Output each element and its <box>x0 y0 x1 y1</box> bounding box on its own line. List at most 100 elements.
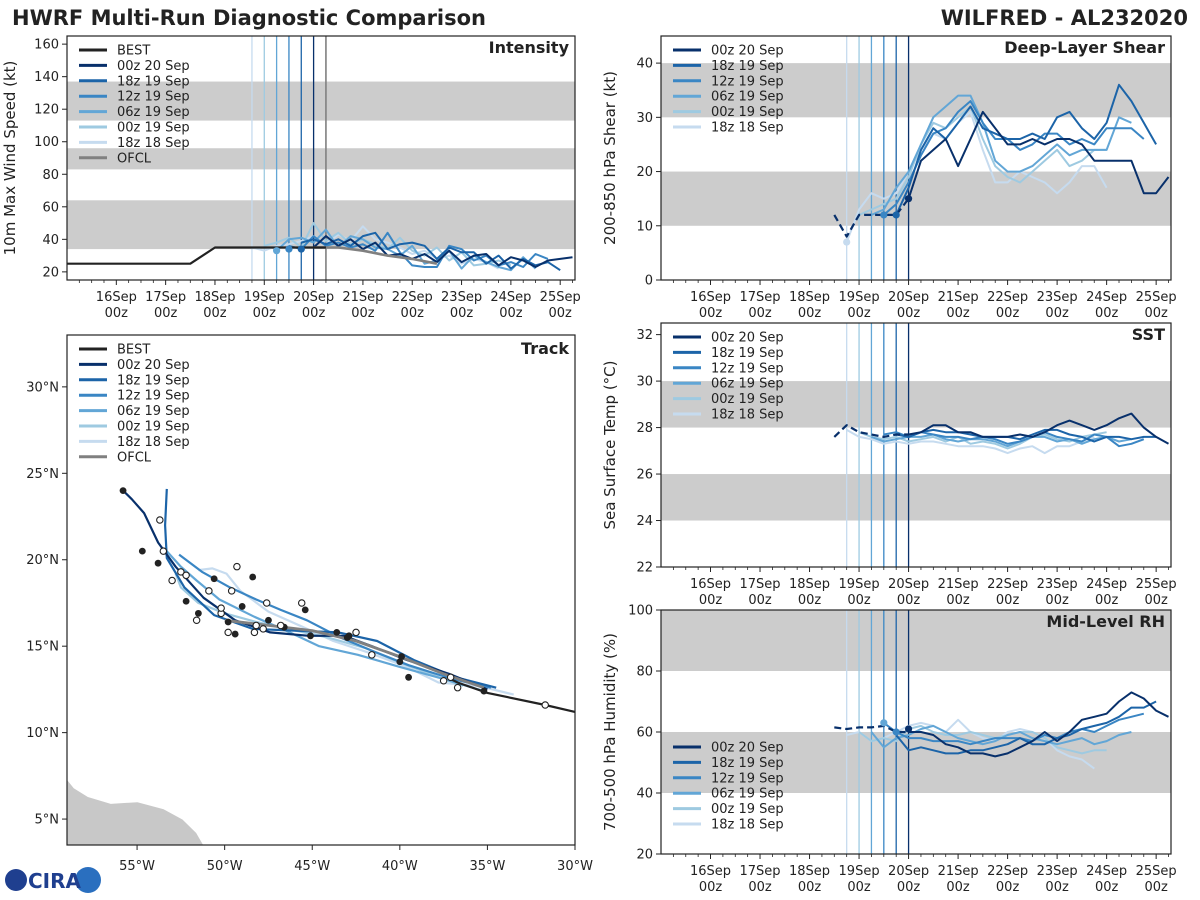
track-filled-marker <box>238 603 246 610</box>
rh-legend-label: 12z 19 Sep <box>711 771 784 786</box>
rh-xtick-hour: 00z <box>748 880 772 895</box>
shear-xtick-date: 20Sep <box>888 290 929 305</box>
intensity-xtick-hour: 00z <box>302 306 326 321</box>
track-xtick-label: 35°W <box>469 859 505 874</box>
sst-series-18z-18-sep <box>846 429 1095 455</box>
intensity-ylabel: 10m Max Wind Speed (kt) <box>1 61 19 256</box>
rh-ytick-label: 80 <box>636 665 653 680</box>
shear-xtick-hour: 00z <box>1045 306 1069 321</box>
sst-legend-label: 06z 19 Sep <box>711 377 784 392</box>
sst-xtick-hour: 00z <box>1144 593 1168 608</box>
shear-ytick-label: 10 <box>636 219 653 234</box>
rh-xtick-date: 16Sep <box>690 864 731 879</box>
sst-xtick-hour: 00z <box>748 593 772 608</box>
rh-series-18z-19-sep <box>895 700 1157 755</box>
shear-threshold-band <box>661 171 1171 226</box>
intensity-xtick-hour: 00z <box>351 306 375 321</box>
track-filled-marker <box>343 634 351 641</box>
cira-globe-icon <box>5 869 27 891</box>
shear-xtick-date: 19Sep <box>839 290 880 305</box>
track-open-marker <box>205 587 213 595</box>
sst-xtick-date: 16Sep <box>690 577 731 592</box>
figure-title-right: WILFRED - AL232020 <box>941 6 1188 30</box>
track-filled-marker <box>154 559 162 567</box>
intensity-legend-label: OFCL <box>117 151 152 166</box>
track-open-marker <box>177 568 185 576</box>
sst-series-12z-19-sep <box>883 431 1145 448</box>
shear-xtick-date: 17Sep <box>740 290 781 305</box>
sst-xtick-hour: 00z <box>699 593 723 608</box>
track-xtick-label: 40°W <box>382 859 418 874</box>
figure-title-left: HWRF Multi-Run Diagnostic Comparison <box>12 6 486 30</box>
track-legend-label: 12z 19 Sep <box>117 389 190 404</box>
track-open-marker <box>259 625 267 633</box>
track-axes-frame <box>66 334 576 846</box>
track-filled-marker <box>396 658 404 666</box>
intensity-legend-label: 12z 19 Sep <box>117 90 190 105</box>
intensity-xtick-date: 20Sep <box>293 290 334 305</box>
sst-panel: 22242628303216Sep00z17Sep00z18Sep00z19Se… <box>601 322 1177 608</box>
rh-xtick-hour: 00z <box>798 880 822 895</box>
intensity-ytick-label: 60 <box>42 200 59 215</box>
sst-legend-label: 18z 18 Sep <box>711 408 784 423</box>
track-open-marker <box>217 604 225 612</box>
shear-point-marker <box>904 195 913 203</box>
rh-xtick-date: 25Sep <box>1136 864 1177 879</box>
rh-xtick-hour: 00z <box>847 880 871 895</box>
track-line-ofcl <box>224 618 485 690</box>
rh-xtick-date: 19Sep <box>839 864 880 879</box>
track-ytick-label: 10°N <box>26 726 59 741</box>
cira-logo-text: CIRA <box>28 869 82 893</box>
sst-xtick-date: 24Sep <box>1086 577 1127 592</box>
sst-series-00z-20-sep <box>908 412 1169 445</box>
shear-legend-label: 18z 18 Sep <box>711 121 784 136</box>
shear-legend-label: 06z 19 Sep <box>711 90 784 105</box>
track-best-open-marker <box>541 701 549 709</box>
cira-wave-icon <box>75 867 101 893</box>
track-legend-label: BEST <box>117 343 150 358</box>
track-legend-label: 06z 19 Sep <box>117 404 190 419</box>
track-line-12z-19-sep <box>178 553 492 689</box>
track-panel: 55°W 50°W 45°W 40°W 35°W 30°W 5°N 10°N 15°N 20°N 2… <box>26 334 593 874</box>
sst-series-best <box>833 424 909 438</box>
rh-xtick-date: 24Sep <box>1086 864 1127 879</box>
shear-point-marker <box>880 211 888 219</box>
shear-ytick-label: 20 <box>636 165 653 180</box>
rh-panel-title: Mid-Level RH <box>1046 612 1165 631</box>
track-ytick-label: 5°N <box>35 813 60 828</box>
track-legend-label: 00z 19 Sep <box>117 420 190 435</box>
track-filled-marker <box>480 687 488 695</box>
sst-xtick-hour: 00z <box>847 593 871 608</box>
rh-xtick-hour: 00z <box>1045 880 1069 895</box>
sst-xtick-hour: 00z <box>897 593 921 608</box>
track-land-area <box>66 778 205 846</box>
sst-xtick-date: 17Sep <box>740 577 781 592</box>
track-open-marker <box>439 677 448 685</box>
rh-point-marker <box>904 725 913 733</box>
sst-xtick-date: 25Sep <box>1136 577 1177 592</box>
shear-xtick-date: 25Sep <box>1136 290 1177 305</box>
intensity-legend-label: 00z 20 Sep <box>117 59 190 74</box>
intensity-legend-label: 18z 19 Sep <box>117 74 190 89</box>
intensity-xtick-date: 24Sep <box>490 290 531 305</box>
rh-ylabel: 700-500 hPa Humidity (%) <box>601 633 619 831</box>
shear-xtick-hour: 00z <box>946 306 970 321</box>
track-open-marker <box>262 599 271 607</box>
intensity-panel: 2040608010012014016016Sep00z17Sep00z18Se… <box>1 35 581 321</box>
track-open-marker <box>224 628 232 637</box>
track-ytick-label: 30°N <box>26 380 59 395</box>
rh-xtick-date: 22Sep <box>987 864 1028 879</box>
rh-ytick-label: 20 <box>636 848 653 863</box>
intensity-ytick-label: 140 <box>34 70 59 85</box>
track-legend-label: OFCL <box>117 450 152 465</box>
rh-legend-label: 00z 19 Sep <box>711 802 784 817</box>
track-open-marker <box>453 683 462 692</box>
shear-point-marker <box>892 211 900 219</box>
sst-legend-label: 12z 19 Sep <box>711 361 784 376</box>
sst-ytick-label: 22 <box>636 561 653 576</box>
track-filled-marker <box>249 573 257 581</box>
shear-series-18z-18-sep <box>845 110 1108 243</box>
shear-xtick-hour: 00z <box>1144 306 1168 321</box>
track-filled-marker <box>405 673 412 681</box>
